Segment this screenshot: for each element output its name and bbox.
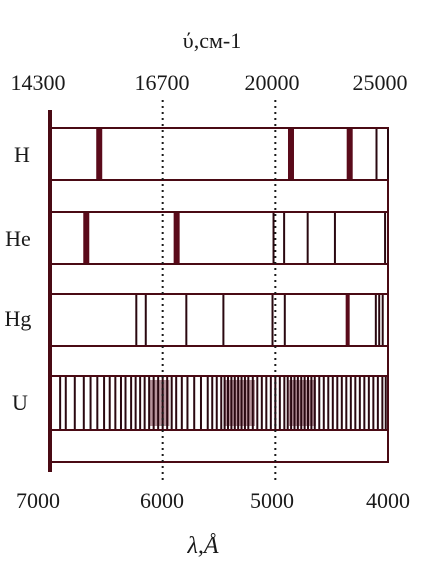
bottom-tick-label: 6000 — [140, 488, 184, 513]
bottom-axis-title: λ,Å — [186, 533, 218, 559]
spectra-panel — [48, 100, 389, 482]
bottom-tick-label: 7000 — [16, 488, 60, 513]
bottom-tick-label: 4000 — [366, 488, 410, 513]
spectrum-strip — [49, 211, 389, 265]
bottom-tick-label: 5000 — [250, 488, 294, 513]
top-axis-title: ύ,см-1 — [183, 28, 241, 53]
element-label-he: He — [5, 226, 31, 251]
element-label-hg: Hg — [5, 306, 32, 331]
top-tick-label: 20000 — [245, 70, 300, 95]
separator-strip — [49, 179, 389, 213]
top-tick-label: 16700 — [135, 70, 190, 95]
element-label-u: U — [12, 390, 28, 415]
separator-strip — [49, 345, 389, 377]
element-label-h: H — [14, 142, 30, 167]
top-tick-label: 25000 — [353, 70, 408, 95]
top-tick-label: 14300 — [11, 70, 66, 95]
separator-strip — [49, 263, 389, 295]
separator-strip — [49, 429, 389, 463]
spectrum-strip — [49, 293, 389, 347]
